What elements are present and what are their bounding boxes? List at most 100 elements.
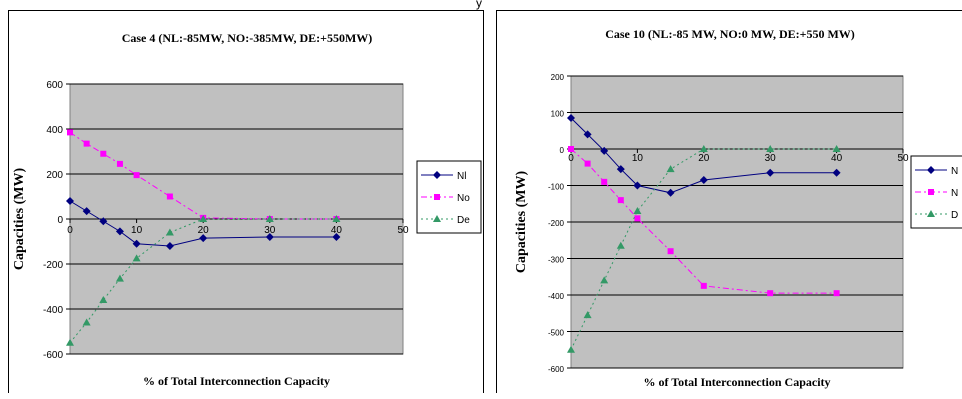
- data-point: [132, 239, 141, 248]
- data-point: [265, 215, 274, 222]
- data-point: [699, 145, 708, 152]
- data-point: [699, 176, 708, 185]
- data-point: [99, 217, 108, 226]
- y-tick-label: 400: [46, 125, 63, 136]
- data-point: [116, 160, 123, 167]
- legend-label: N: [951, 166, 958, 177]
- data-point: [833, 290, 840, 297]
- data-point: [199, 215, 208, 222]
- x-tick-label: 30: [765, 153, 777, 164]
- x-tick-label: 20: [698, 153, 710, 164]
- legend-marker: [434, 194, 440, 200]
- x-axis-title: % of Total Interconnection Capacity: [643, 375, 830, 389]
- legend-marker: [927, 166, 935, 174]
- chart-panel-case-4: Case 4 (NL:-85MW, NO:-385MW, DE:+550MW) -…: [8, 10, 484, 393]
- data-point: [583, 311, 592, 319]
- data-point: [600, 146, 609, 155]
- chart-case-10: Case 10 (NL:-85 MW, NO:0 MW, DE:+550 MW)…: [514, 27, 962, 389]
- series-1: [568, 146, 840, 297]
- data-point: [82, 318, 91, 326]
- series-line: [570, 148, 837, 350]
- data-point: [767, 290, 774, 297]
- y-tick-label: -500: [548, 329, 565, 338]
- data-point: [115, 227, 124, 236]
- y-tick-label: -200: [43, 260, 63, 271]
- data-point: [601, 178, 608, 185]
- y-tick-label: 100: [551, 110, 565, 119]
- y-tick-label: 600: [46, 80, 63, 91]
- data-point: [617, 197, 624, 204]
- top-fragment-text: y: [476, 0, 482, 10]
- data-point: [600, 276, 609, 284]
- data-point: [583, 130, 592, 139]
- series-0: [567, 113, 841, 197]
- data-point: [832, 145, 841, 152]
- y-tick-label: 0: [57, 215, 63, 226]
- x-tick-label: 0: [568, 153, 574, 164]
- data-point: [82, 207, 91, 216]
- series-2: [567, 145, 841, 353]
- legend-marker: [433, 215, 441, 222]
- y-tick-label: -200: [548, 219, 565, 228]
- x-tick-label: 10: [131, 225, 143, 236]
- y-tick-label: -300: [548, 256, 565, 265]
- data-point: [166, 193, 173, 200]
- data-point: [66, 338, 74, 346]
- x-tick-label: 50: [897, 153, 909, 164]
- data-point: [567, 113, 575, 122]
- x-tick-label: 0: [67, 225, 73, 236]
- data-point: [568, 146, 574, 152]
- data-point: [165, 242, 174, 250]
- data-point: [616, 165, 625, 174]
- y-tick-label: -600: [43, 350, 63, 361]
- data-point: [199, 234, 208, 243]
- x-tick-label: 50: [397, 225, 409, 236]
- x-axis-title: % of Total Interconnection Capacity: [143, 374, 330, 388]
- y-tick-label: -400: [548, 292, 565, 301]
- chart-case-4: Case 4 (NL:-85MW, NO:-385MW, DE:+550MW) -…: [12, 31, 482, 388]
- data-point: [100, 150, 107, 157]
- data-point: [67, 129, 73, 136]
- y-tick-label: -100: [548, 183, 565, 192]
- y-axis-title: Capacities (MW): [514, 171, 529, 274]
- legend-marker: [928, 189, 934, 195]
- data-point: [667, 248, 674, 255]
- data-point: [332, 233, 341, 241]
- legend-label: No: [457, 193, 470, 204]
- y-tick-label: 200: [551, 73, 565, 82]
- x-tick-label: 40: [331, 225, 343, 236]
- data-point: [567, 345, 575, 353]
- x-tick-label: 30: [264, 225, 276, 236]
- y-tick-label: -600: [548, 365, 565, 374]
- data-point: [165, 228, 174, 236]
- chart-title: Case 10 (NL:-85 MW, NO:0 MW, DE:+550 MW): [605, 27, 855, 41]
- x-tick-label: 10: [632, 153, 644, 164]
- y-tick-label: -400: [43, 305, 63, 316]
- series-line: [69, 218, 337, 344]
- data-point: [633, 181, 642, 190]
- legend-marker: [927, 210, 935, 217]
- data-point: [584, 160, 591, 167]
- data-point: [133, 172, 140, 179]
- data-point: [83, 140, 90, 147]
- data-point: [666, 188, 675, 197]
- series-0: [66, 197, 341, 250]
- y-tick-label: 0: [560, 146, 565, 155]
- data-point: [66, 197, 74, 205]
- data-point: [115, 274, 124, 282]
- legend: NND: [910, 155, 962, 229]
- series-2: [66, 215, 341, 346]
- data-point: [832, 168, 841, 177]
- data-point: [332, 215, 341, 222]
- legend-marker: [433, 171, 441, 179]
- y-tick-label: 200: [46, 170, 63, 181]
- y-axis-title: Capacities (MW): [12, 168, 27, 271]
- chart-title: Case 4 (NL:-85MW, NO:-385MW, DE:+550MW): [122, 31, 373, 45]
- data-point: [634, 215, 641, 222]
- legend-label: Nl: [457, 171, 466, 182]
- data-point: [99, 296, 108, 303]
- data-point: [766, 145, 775, 152]
- legend-label: De: [457, 215, 470, 226]
- legend-label: N: [951, 188, 958, 199]
- legend: Nl No De: [416, 160, 482, 234]
